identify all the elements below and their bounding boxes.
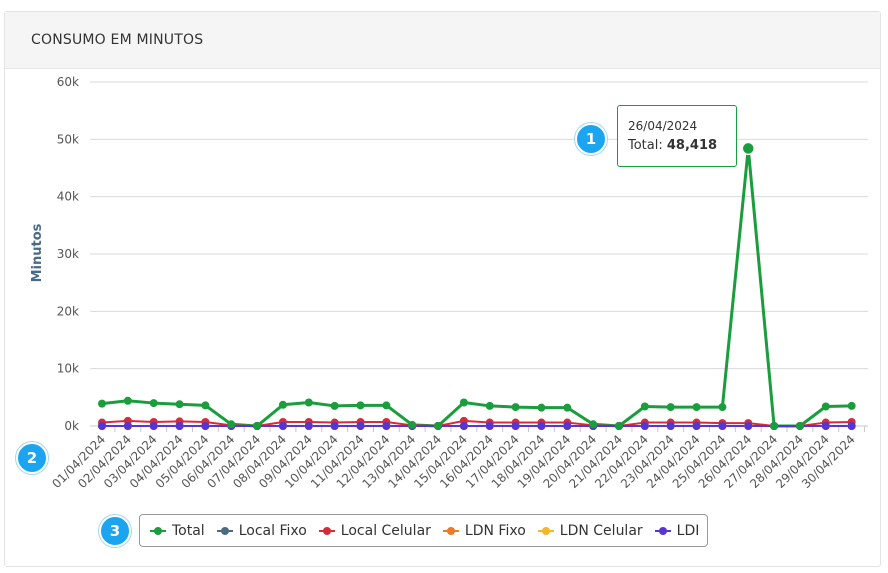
y-axis-ticks: 0k 10k 20k 30k 40k 50k 60k — [57, 75, 79, 433]
legend-label: Total — [172, 522, 205, 539]
data-point-total[interactable] — [821, 402, 830, 411]
series-group — [98, 141, 856, 430]
legend-item-ldi[interactable]: LDI — [654, 522, 700, 539]
y-tick-label: 10k — [57, 362, 79, 376]
legend-swatch — [150, 526, 166, 535]
tooltip-date: 26/04/2024 — [628, 119, 698, 133]
data-point-total[interactable] — [278, 400, 287, 409]
data-point-total[interactable] — [589, 420, 598, 429]
card-header: CONSUMO EM MINUTOS — [5, 12, 880, 69]
data-point-total[interactable] — [459, 398, 468, 407]
data-point-ldi[interactable] — [459, 422, 468, 430]
data-point-ldi[interactable] — [537, 422, 546, 430]
data-point-ldi[interactable] — [821, 422, 830, 430]
data-point-ldi[interactable] — [485, 422, 494, 430]
legend-swatch — [537, 526, 554, 535]
legend-swatch — [442, 526, 459, 535]
data-point-total[interactable] — [770, 422, 779, 430]
data-point-total[interactable] — [718, 403, 727, 412]
data-point-ldi[interactable] — [640, 422, 649, 430]
data-point-total[interactable] — [692, 403, 701, 412]
data-point-total[interactable] — [123, 396, 132, 405]
series-line-total — [101, 146, 852, 428]
tooltip: 26/04/2024 Total: 48,418 — [617, 105, 737, 167]
data-point-total[interactable] — [304, 398, 313, 407]
annotation-badge-1: 1 — [575, 123, 607, 155]
y-tick-label: 0k — [64, 419, 79, 433]
legend-swatch — [318, 526, 335, 535]
data-point-ldi[interactable] — [98, 422, 106, 430]
data-point-total[interactable] — [149, 399, 158, 408]
legend-item-ldn-fixo[interactable]: LDN Fixo — [442, 522, 526, 539]
y-tick-label: 30k — [57, 247, 79, 261]
data-point-ldi[interactable] — [356, 422, 365, 430]
data-point-total[interactable] — [98, 399, 106, 408]
data-point-ldi[interactable] — [692, 422, 701, 430]
tooltip-label: Total: — [628, 138, 663, 153]
data-point-ldi[interactable] — [175, 422, 184, 430]
data-point-ldi[interactable] — [278, 422, 287, 430]
legend-item-ldn-celular[interactable]: LDN Celular — [537, 522, 643, 539]
data-point-ldi[interactable] — [666, 422, 675, 430]
data-point-total[interactable] — [485, 401, 494, 410]
series-line-local-celular — [101, 419, 852, 427]
y-tick-label: 20k — [57, 304, 79, 318]
data-point-total[interactable] — [666, 403, 675, 412]
data-point-total[interactable] — [847, 401, 856, 410]
data-point-total[interactable] — [408, 420, 417, 429]
legend-swatch — [216, 526, 233, 535]
data-point-total[interactable] — [201, 401, 210, 410]
y-tick-label: 40k — [57, 190, 79, 204]
data-point-ldi[interactable] — [718, 422, 727, 430]
data-point-ldi[interactable] — [201, 422, 210, 430]
data-point-total[interactable] — [741, 141, 755, 156]
annotation-badge-2: 2 — [16, 442, 48, 474]
x-axis: 01/04/202402/04/202403/04/202404/04/2024… — [49, 425, 868, 491]
data-point-total[interactable] — [434, 422, 443, 430]
legend-item-local-celular[interactable]: Local Celular — [318, 522, 431, 539]
data-point-ldi[interactable] — [563, 422, 572, 430]
data-point-total[interactable] — [175, 400, 184, 409]
data-point-ldi[interactable] — [304, 422, 313, 430]
data-point-ldi[interactable] — [330, 422, 339, 430]
y-tick-label: 50k — [57, 132, 79, 146]
data-point-total[interactable] — [537, 403, 546, 412]
data-point-ldi[interactable] — [847, 422, 856, 430]
data-point-total[interactable] — [563, 403, 572, 412]
grid-lines — [90, 81, 868, 427]
legend-label: LDN Celular — [559, 522, 643, 539]
y-tick-label: 60k — [57, 75, 79, 89]
data-point-total[interactable] — [640, 402, 649, 411]
y-axis-label: Minutos — [30, 223, 45, 282]
legend-label: Local Celular — [340, 522, 431, 539]
tooltip-line: Total: 48,418 — [628, 138, 736, 153]
chart-legend: Total Local Fixo Local Celular LDN Fixo LDN … — [139, 514, 709, 547]
data-point-total[interactable] — [253, 422, 262, 430]
legend-label: LDN Fixo — [464, 522, 526, 539]
data-point-total[interactable] — [795, 422, 804, 430]
data-point-ldi[interactable] — [511, 422, 520, 430]
card-title: CONSUMO EM MINUTOS — [31, 32, 204, 48]
legend-label: LDI — [676, 522, 700, 539]
data-point-total[interactable] — [511, 403, 520, 412]
tooltip-value: 48,418 — [666, 138, 718, 153]
legend-item-total[interactable]: Total — [150, 523, 205, 539]
data-point-ldi[interactable] — [149, 422, 158, 430]
annotation-badge-3: 3 — [99, 515, 131, 547]
data-point-total[interactable] — [356, 401, 365, 410]
data-point-ldi[interactable] — [744, 422, 753, 430]
data-point-total[interactable] — [330, 401, 339, 410]
data-point-total[interactable] — [615, 422, 623, 430]
data-point-total[interactable] — [382, 401, 391, 410]
data-point-ldi[interactable] — [382, 422, 391, 430]
legend-swatch — [654, 526, 671, 535]
data-point-total[interactable] — [227, 420, 236, 429]
legend-item-local-fixo[interactable]: Local Fixo — [216, 522, 307, 539]
data-point-ldi[interactable] — [123, 422, 132, 430]
legend-label: Local Fixo — [238, 522, 307, 539]
